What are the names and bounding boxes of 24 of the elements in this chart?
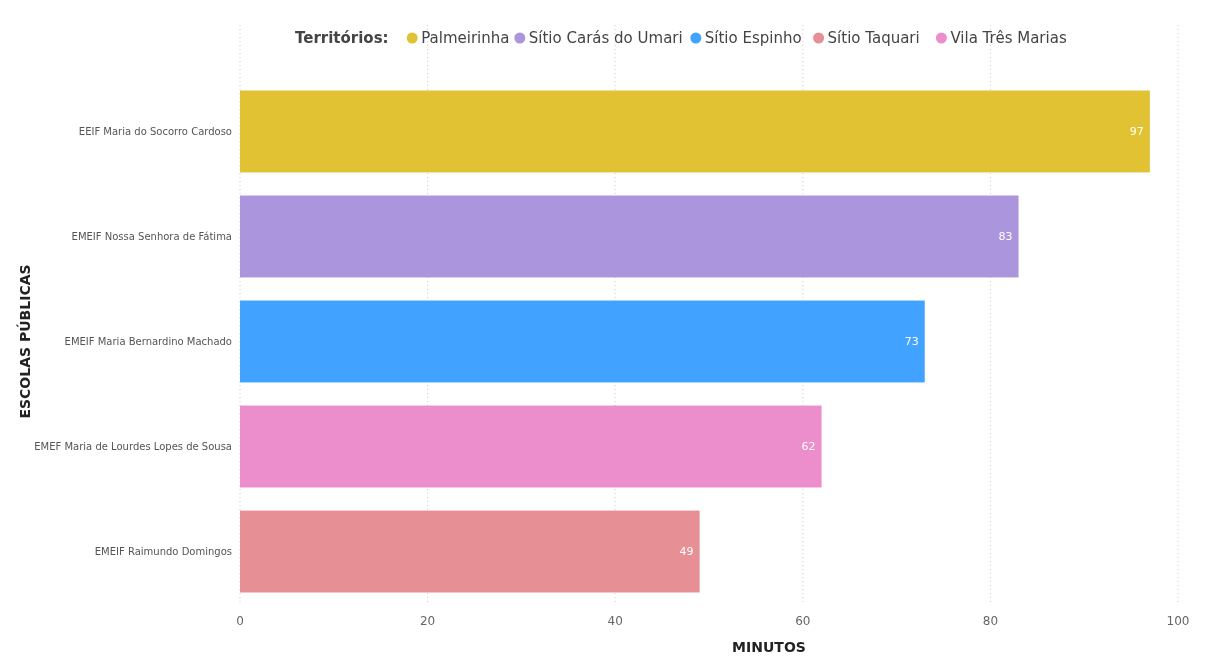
data-label: 62 bbox=[801, 440, 816, 454]
x-tick-label: 60 bbox=[795, 614, 811, 628]
legend-label: Sítio Taquari bbox=[827, 29, 920, 48]
legend-label: Palmeirinha bbox=[421, 29, 510, 48]
data-label: 73 bbox=[904, 335, 919, 349]
y-tick-label: EMEIF Nossa Senhora de Fátima bbox=[71, 230, 232, 242]
data-label: 97 bbox=[1129, 125, 1144, 139]
legend-label: Sítio Espinho bbox=[704, 29, 802, 48]
x-tick-label: 80 bbox=[982, 614, 999, 628]
data-label: 49 bbox=[679, 545, 694, 559]
y-tick-label: EMEF Maria de Lourdes Lopes de Sousa bbox=[34, 441, 232, 453]
data-label: 83 bbox=[998, 230, 1013, 244]
x-tick-label: 20 bbox=[419, 614, 436, 628]
y-axis-title: ESCOLAS PÚBLICAS bbox=[16, 264, 33, 419]
y-tick-label: EEIF Maria do Socorro Cardoso bbox=[78, 125, 232, 137]
x-axis-title: MINUTOS bbox=[732, 639, 806, 655]
y-tick-label: EMEIF Raimundo Domingos bbox=[94, 546, 232, 558]
legend-label: Sítio Carás do Umari bbox=[528, 29, 683, 48]
x-tick-label: 100 bbox=[1166, 614, 1190, 628]
x-tick-label: 0 bbox=[236, 614, 244, 628]
y-tick-label: EMEIF Maria Bernardino Machado bbox=[64, 336, 232, 347]
x-tick-label: 40 bbox=[607, 614, 623, 628]
legend-label: Vila Três Marias bbox=[950, 29, 1067, 48]
legend-title: Territórios: bbox=[295, 29, 389, 48]
